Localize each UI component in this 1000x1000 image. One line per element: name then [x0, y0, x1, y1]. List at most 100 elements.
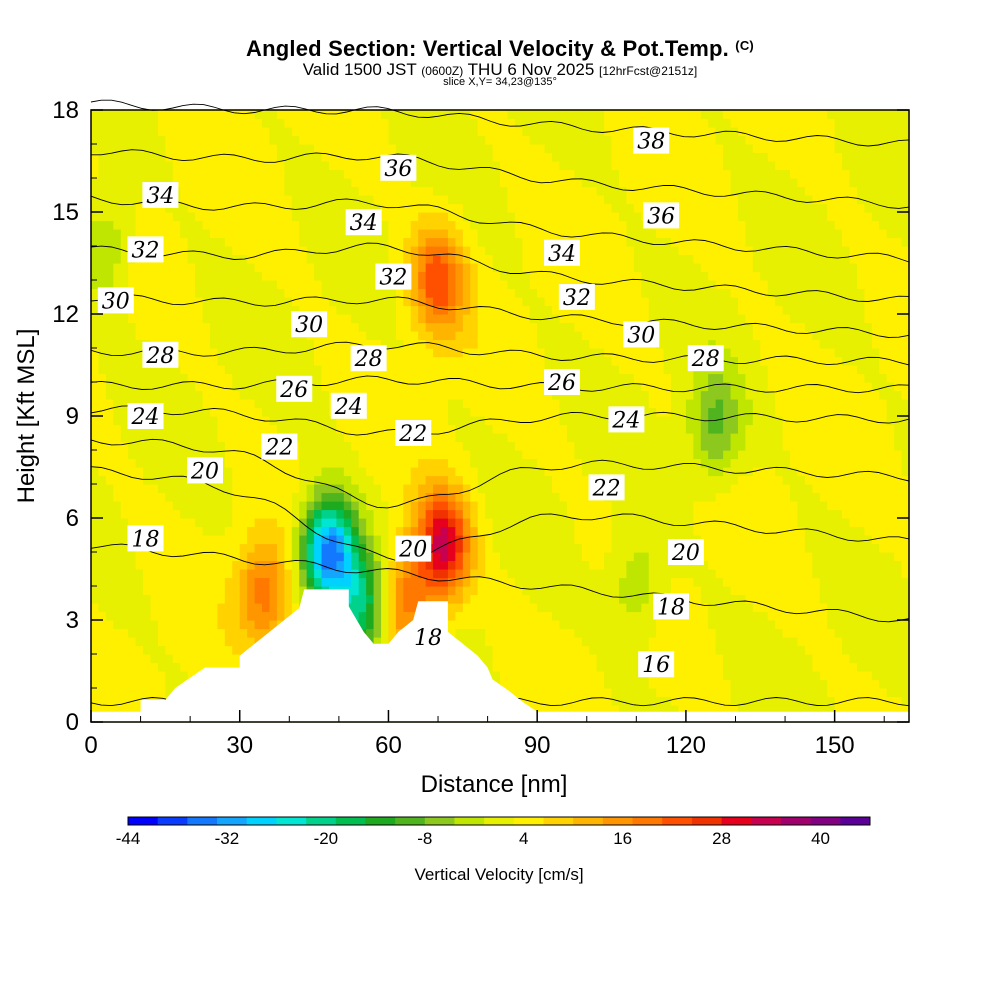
- velocity-cell: [574, 569, 583, 579]
- velocity-cell: [514, 543, 523, 553]
- velocity-cell: [172, 637, 181, 647]
- velocity-cell: [336, 220, 345, 230]
- velocity-cell: [522, 390, 531, 400]
- velocity-cell: [165, 220, 174, 230]
- velocity-cell: [321, 186, 330, 196]
- velocity-cell: [574, 144, 583, 154]
- velocity-cell: [172, 671, 181, 681]
- velocity-cell: [373, 518, 382, 528]
- velocity-cell: [143, 297, 152, 307]
- velocity-cell: [306, 263, 315, 273]
- velocity-cell: [247, 203, 256, 213]
- velocity-cell: [217, 509, 226, 519]
- velocity-cell: [180, 535, 189, 545]
- velocity-cell: [91, 518, 100, 528]
- velocity-cell: [157, 450, 166, 460]
- velocity-cell: [321, 195, 330, 205]
- velocity-cell: [403, 220, 412, 230]
- velocity-cell: [299, 441, 308, 451]
- velocity-cell: [492, 416, 501, 426]
- velocity-cell: [522, 662, 531, 672]
- velocity-cell: [105, 169, 114, 179]
- velocity-cell: [440, 543, 449, 553]
- velocity-cell: [291, 416, 300, 426]
- velocity-cell: [366, 280, 375, 290]
- velocity-cell: [232, 603, 241, 613]
- velocity-cell: [574, 322, 583, 332]
- velocity-cell: [589, 679, 598, 689]
- velocity-cell: [425, 492, 434, 502]
- velocity-cell: [284, 271, 293, 281]
- velocity-cell: [105, 237, 114, 247]
- velocity-cell: [306, 543, 315, 553]
- velocity-cell: [113, 399, 122, 409]
- velocity-cell: [328, 305, 337, 315]
- velocity-cell: [195, 254, 204, 264]
- velocity-cell: [269, 535, 278, 545]
- velocity-cell: [128, 560, 137, 570]
- velocity-cell: [202, 229, 211, 239]
- velocity-cell: [299, 169, 308, 179]
- velocity-cell: [180, 399, 189, 409]
- velocity-cell: [150, 458, 159, 468]
- velocity-cell: [410, 467, 419, 477]
- velocity-cell: [403, 237, 412, 247]
- velocity-cell: [410, 186, 419, 196]
- velocity-cell: [358, 322, 367, 332]
- velocity-cell: [425, 169, 434, 179]
- velocity-cell: [537, 450, 546, 460]
- velocity-cell: [589, 535, 598, 545]
- velocity-cell: [247, 322, 256, 332]
- velocity-cell: [425, 246, 434, 256]
- velocity-cell: [299, 569, 308, 579]
- velocity-cell: [254, 118, 263, 128]
- velocity-cell: [239, 569, 248, 579]
- velocity-cell: [358, 246, 367, 256]
- velocity-cell: [195, 339, 204, 349]
- velocity-cell: [239, 186, 248, 196]
- velocity-cell: [105, 331, 114, 341]
- velocity-cell: [388, 212, 397, 222]
- velocity-cell: [425, 186, 434, 196]
- velocity-cell: [172, 654, 181, 664]
- velocity-cell: [574, 212, 583, 222]
- velocity-cell: [232, 552, 241, 562]
- velocity-cell: [239, 322, 248, 332]
- velocity-cell: [537, 637, 546, 647]
- velocity-cell: [366, 433, 375, 443]
- velocity-cell: [239, 348, 248, 358]
- velocity-cell: [336, 348, 345, 358]
- velocity-cell: [537, 314, 546, 324]
- velocity-cell: [209, 662, 219, 672]
- velocity-cell: [172, 611, 181, 621]
- velocity-cell: [514, 152, 523, 162]
- velocity-cell: [284, 484, 293, 494]
- velocity-cell: [574, 399, 583, 409]
- velocity-cell: [98, 144, 107, 154]
- velocity-cell: [209, 186, 219, 196]
- velocity-cell: [135, 688, 144, 698]
- velocity-cell: [291, 169, 300, 179]
- velocity-cell: [433, 305, 442, 315]
- velocity-cell: [150, 365, 159, 375]
- velocity-cell: [514, 195, 523, 205]
- velocity-cell: [150, 297, 159, 307]
- velocity-cell: [522, 620, 531, 630]
- velocity-cell: [537, 288, 546, 298]
- velocity-cell: [381, 518, 390, 528]
- velocity-cell: [98, 161, 107, 171]
- velocity-cell: [552, 390, 561, 400]
- velocity-cell: [544, 628, 553, 638]
- velocity-cell: [477, 569, 486, 579]
- velocity-cell: [559, 620, 568, 630]
- velocity-cell: [187, 229, 196, 239]
- velocity-cell: [143, 484, 152, 494]
- velocity-cell: [373, 509, 382, 519]
- velocity-cell: [514, 688, 523, 698]
- velocity-cell: [157, 518, 166, 528]
- velocity-cell: [239, 195, 248, 205]
- velocity-cell: [343, 339, 352, 349]
- velocity-cell: [395, 365, 404, 375]
- velocity-cell: [574, 671, 583, 681]
- velocity-cell: [91, 254, 100, 264]
